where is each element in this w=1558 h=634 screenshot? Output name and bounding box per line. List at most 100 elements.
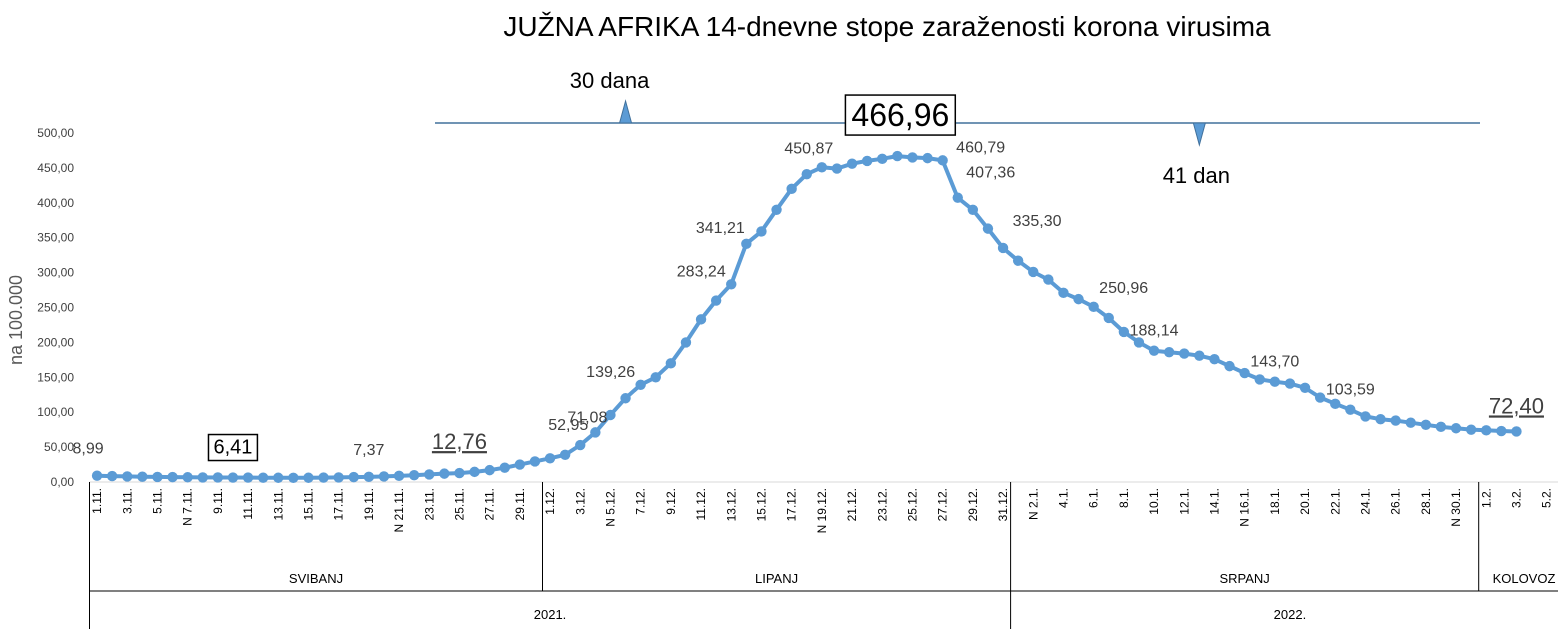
- data-point: [1466, 424, 1476, 434]
- x-tick-label: 17.11.: [332, 488, 346, 520]
- y-tick-label: 350,00: [37, 231, 74, 245]
- arrow-down-icon: [1193, 123, 1205, 145]
- data-label: 103,59: [1326, 382, 1375, 399]
- x-tick-label: 28.1.: [1419, 488, 1433, 515]
- x-tick-label: N 2.1.: [1026, 488, 1040, 520]
- annotation-label: 30 dana: [570, 68, 650, 93]
- x-tick-label: 20.1.: [1298, 488, 1312, 515]
- month-label: SVIBANJ: [289, 571, 343, 586]
- x-tick-label: 11.12.: [694, 488, 708, 520]
- data-point: [1375, 414, 1385, 424]
- x-tick-label: N 7.11.: [181, 488, 195, 526]
- y-tick-label: 50,00: [44, 440, 74, 454]
- x-tick-label: 5.11.: [150, 488, 164, 514]
- month-label: LIPANJ: [755, 571, 798, 586]
- data-point: [983, 223, 993, 233]
- data-point: [847, 159, 857, 169]
- x-tick-label: 27.12.: [936, 488, 950, 521]
- x-tick-label: 29.11.: [513, 488, 527, 520]
- y-tick-label: 0,00: [51, 475, 75, 489]
- x-tick-label: 13.12.: [724, 488, 738, 521]
- data-point: [349, 472, 359, 482]
- data-point: [1104, 313, 1114, 323]
- data-point: [1179, 348, 1189, 358]
- arrow-up-icon: [620, 101, 632, 123]
- data-point: [968, 205, 978, 215]
- data-point: [243, 472, 253, 482]
- y-axis-label: na 100.000: [6, 275, 26, 365]
- x-tick-label: 29.12.: [966, 488, 980, 521]
- data-point: [1285, 378, 1295, 388]
- x-tick-label: 8.1.: [1117, 488, 1131, 508]
- data-point: [439, 468, 449, 478]
- x-tick-label: 18.1.: [1268, 488, 1282, 515]
- data-point: [1360, 411, 1370, 421]
- data-point: [1209, 354, 1219, 364]
- data-point: [620, 393, 630, 403]
- data-point: [1058, 288, 1068, 298]
- data-label: 335,30: [1013, 213, 1062, 230]
- data-point: [545, 453, 555, 463]
- x-tick-label: 25.12.: [905, 488, 919, 521]
- x-tick-label: 3.12.: [573, 488, 587, 515]
- data-label: 8,99: [72, 441, 103, 458]
- year-label: 2021.: [534, 607, 567, 622]
- x-tick-label: 23.11.: [422, 488, 436, 520]
- data-point: [817, 162, 827, 172]
- data-label: 188,14: [1130, 323, 1179, 340]
- annotation-label: 41 dan: [1163, 163, 1230, 188]
- data-point: [786, 184, 796, 194]
- data-point: [953, 192, 963, 202]
- x-tick-label: 27.11.: [483, 488, 497, 520]
- data-point: [288, 473, 298, 483]
- data-point: [741, 239, 751, 249]
- x-tick-label: 15.11.: [301, 488, 315, 520]
- data-point: [590, 427, 600, 437]
- y-tick-label: 100,00: [37, 405, 74, 419]
- x-tick-label: 23.12.: [875, 488, 889, 521]
- data-label: 72,40: [1489, 393, 1544, 418]
- data-point: [198, 472, 208, 482]
- data-point: [1043, 274, 1053, 284]
- data-point: [1345, 404, 1355, 414]
- x-tick-label: 11.11.: [241, 488, 255, 520]
- data-point: [1255, 374, 1265, 384]
- month-label: SRPANJ: [1219, 571, 1269, 586]
- data-label: 6,41: [213, 437, 252, 459]
- data-point: [922, 153, 932, 163]
- x-tick-label: 17.12.: [785, 488, 799, 521]
- y-tick-label: 150,00: [37, 370, 74, 384]
- data-label: 143,70: [1250, 354, 1299, 371]
- data-point: [469, 467, 479, 477]
- data-point: [1300, 383, 1310, 393]
- data-point: [892, 151, 902, 161]
- data-point: [182, 472, 192, 482]
- data-point: [1149, 345, 1159, 355]
- data-point: [832, 163, 842, 173]
- data-point: [1511, 426, 1521, 436]
- data-point: [666, 358, 676, 368]
- data-label: 407,36: [966, 165, 1015, 182]
- data-point: [1194, 350, 1204, 360]
- x-tick-label: 5.2.: [1540, 488, 1554, 508]
- x-tick-label: 21.12.: [845, 488, 859, 521]
- x-tick-label: 1.11.: [90, 488, 104, 514]
- x-tick-label: 7.12.: [634, 488, 648, 515]
- data-label: 12,76: [432, 429, 487, 454]
- y-tick-label: 400,00: [37, 196, 74, 210]
- data-point: [937, 155, 947, 165]
- data-point: [1088, 302, 1098, 312]
- x-tick-label: N 21.11.: [392, 488, 406, 532]
- data-point: [1436, 422, 1446, 432]
- data-point: [1119, 327, 1129, 337]
- data-point: [500, 462, 510, 472]
- data-label: 250,96: [1099, 280, 1148, 297]
- data-label: 283,24: [677, 263, 726, 280]
- data-point: [484, 465, 494, 475]
- data-point: [1239, 368, 1249, 378]
- y-tick-label: 200,00: [37, 335, 74, 349]
- y-tick-label: 450,00: [37, 161, 74, 175]
- y-tick-label: 250,00: [37, 301, 74, 315]
- data-point: [424, 469, 434, 479]
